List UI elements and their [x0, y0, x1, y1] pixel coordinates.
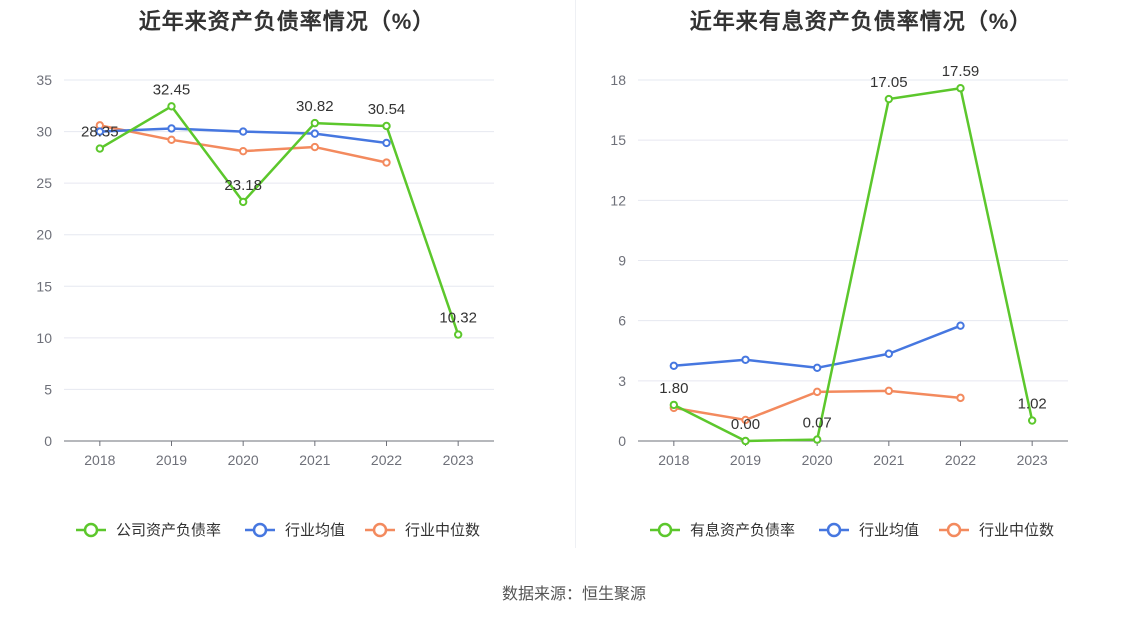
- y-tick-label: 0: [44, 433, 52, 449]
- y-tick-label: 15: [610, 132, 626, 148]
- data-point-company: [238, 197, 248, 207]
- y-tick-label: 18: [610, 72, 626, 88]
- y-tick-label: 6: [618, 313, 626, 329]
- y-tick-label: 12: [610, 192, 626, 208]
- y-tick-label: 25: [36, 175, 52, 191]
- chart-title: 近年来有息资产负债率情况（%）: [689, 9, 1033, 34]
- data-point-industry-avg: [956, 321, 965, 330]
- legend-marker-industry-avg: [252, 522, 268, 538]
- x-tick-label: 2018: [84, 452, 115, 468]
- data-label: 23.18: [224, 177, 262, 194]
- data-point-company: [310, 118, 320, 128]
- data-point-industry-median: [310, 142, 320, 152]
- data-point-industry-median: [167, 135, 176, 145]
- series-line-industry-avg: [673, 324, 961, 370]
- data-point-company: [812, 435, 822, 444]
- x-tick-label: 2022: [945, 452, 976, 468]
- data-point-company: [382, 121, 391, 131]
- legend-marker-industry-avg: [826, 522, 842, 538]
- legend-label: 有息资产负债率: [690, 522, 795, 539]
- data-point-industry-median: [956, 393, 965, 403]
- data-point-company: [669, 400, 679, 410]
- y-tick-label: 9: [618, 253, 626, 269]
- y-tick-label: 30: [36, 124, 52, 140]
- legend-label: 公司资产负债率: [116, 522, 221, 539]
- data-point-industry-avg: [669, 361, 679, 370]
- data-point-industry-avg: [167, 124, 176, 133]
- data-label: 10.32: [439, 310, 477, 327]
- interest-debt-ratio-chart: 0 3 6 9 12 15 18 2018 2019 2020 2021 2022 2023 1.80 0.…: [610, 63, 1068, 539]
- data-label: 32.45: [153, 81, 191, 98]
- data-point-company: [1027, 416, 1037, 425]
- x-tick-label: 2020: [228, 452, 259, 468]
- data-label: 1.02: [1018, 396, 1047, 413]
- y-tick-label: 10: [36, 330, 52, 346]
- data-point-industry-median: [382, 158, 391, 167]
- y-tick-label: 15: [36, 278, 52, 294]
- data-label: 30.54: [368, 101, 406, 118]
- data-point-industry-avg: [884, 349, 894, 358]
- chart-panel-debt-ratio: 近年来资产负债率情况（%） 0 5 10 15 20 25 30 35 2018 2019 2020…: [0, 0, 574, 560]
- x-tick-label: 2019: [156, 452, 187, 468]
- data-point-company: [741, 436, 750, 446]
- x-tick-label: 2021: [873, 452, 904, 468]
- data-point-company: [95, 144, 105, 153]
- data-point-industry-median: [238, 146, 248, 156]
- panel-divider: [575, 0, 576, 548]
- x-tick-label: 2023: [1017, 452, 1048, 468]
- data-label: 17.59: [942, 63, 980, 80]
- data-point-industry-median: [812, 387, 822, 397]
- y-tick-label: 3: [618, 373, 626, 389]
- data-point-industry-avg: [812, 363, 822, 372]
- data-point-company: [167, 102, 176, 111]
- x-tick-label: 2020: [802, 452, 833, 468]
- y-tick-label: 0: [618, 433, 626, 449]
- chart-panel-interest-debt-ratio: 近年来有息资产负债率情况（%） 0 3 6 9 12 15 18 2018 2019 2020 20…: [574, 0, 1148, 560]
- data-point-industry-avg: [382, 138, 391, 148]
- data-label: 17.05: [870, 74, 908, 91]
- y-tick-label: 35: [36, 72, 52, 88]
- legend-marker-company: [657, 522, 673, 538]
- data-point-industry-median: [884, 386, 894, 396]
- legend-marker-industry-median: [946, 522, 962, 538]
- data-point-industry-avg: [310, 129, 320, 138]
- y-tick-label: 20: [36, 227, 52, 243]
- legend-label: 行业均值: [859, 522, 919, 539]
- legend-marker-industry-median: [372, 522, 388, 538]
- x-tick-label: 2018: [658, 452, 689, 468]
- debt-ratio-chart: 0 5 10 15 20 25 30 35 2018 2019 2020 2021 2022 2023 28…: [36, 72, 494, 539]
- data-point-company: [884, 94, 894, 104]
- x-tick-label: 2019: [730, 452, 761, 468]
- x-tick-label: 2021: [299, 452, 330, 468]
- data-label: 30.82: [296, 98, 334, 115]
- x-tick-label: 2023: [443, 452, 474, 468]
- y-tick-label: 5: [44, 381, 52, 397]
- data-label: 0.00: [731, 416, 760, 433]
- legend-label: 行业均值: [285, 522, 345, 539]
- legend-label: 行业中位数: [979, 522, 1054, 539]
- series-line-company: [99, 105, 460, 335]
- chart-title: 近年来资产负债率情况（%）: [138, 9, 436, 34]
- data-label: 28.35: [81, 124, 119, 141]
- data-point-industry-avg: [238, 127, 248, 136]
- legend-label: 行业中位数: [405, 522, 480, 539]
- data-point-company: [453, 330, 463, 339]
- data-label: 1.80: [659, 380, 688, 397]
- series-line-company: [673, 86, 1034, 443]
- data-point-industry-median: [741, 415, 750, 425]
- x-tick-label: 2022: [371, 452, 402, 468]
- data-point-industry-avg: [741, 355, 750, 364]
- data-label: 0.07: [803, 415, 832, 432]
- data-point-industry-avg: [95, 127, 105, 136]
- legend-marker-company: [83, 522, 99, 538]
- data-point-company: [956, 84, 965, 93]
- data-source-note: 数据来源：恒生聚源: [501, 586, 646, 603]
